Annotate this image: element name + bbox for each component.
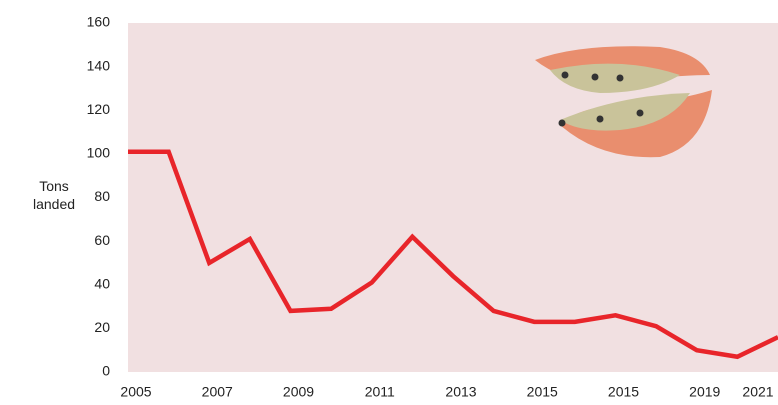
eye bbox=[591, 73, 599, 81]
y-tick-label: 0 bbox=[102, 363, 110, 379]
mantle-top bbox=[550, 63, 680, 93]
y-axis-title-box: Tons landed bbox=[32, 178, 76, 212]
y-tick-label: 60 bbox=[94, 232, 110, 248]
x-tick-label: 2021 bbox=[742, 384, 773, 400]
eye bbox=[616, 74, 624, 82]
y-tick-label: 100 bbox=[87, 145, 111, 161]
x-tick-label: 2007 bbox=[202, 384, 233, 400]
data-line bbox=[128, 149, 778, 360]
y-axis-title: Tons landed bbox=[32, 178, 76, 212]
y-tick-label: 20 bbox=[94, 319, 110, 335]
scallop-illustration bbox=[535, 46, 712, 158]
y-tick-label: 140 bbox=[87, 57, 111, 73]
eye bbox=[561, 71, 569, 79]
eye bbox=[558, 119, 566, 127]
eye bbox=[596, 115, 604, 123]
eye bbox=[636, 109, 644, 117]
x-tick-label: 2005 bbox=[120, 384, 151, 400]
x-tick-label: 2019 bbox=[689, 384, 720, 400]
y-tick-label: 80 bbox=[94, 188, 110, 204]
x-tick-label: 2013 bbox=[445, 384, 476, 400]
y-tick-label: 40 bbox=[94, 275, 110, 291]
x-tick-label: 2009 bbox=[283, 384, 314, 400]
plot-background bbox=[128, 23, 778, 372]
x-tick-label: 2011 bbox=[365, 384, 395, 400]
mantle-bottom bbox=[560, 93, 690, 131]
y-tick-label: 160 bbox=[87, 14, 111, 30]
x-tick-label: 2015 bbox=[527, 384, 558, 400]
y-tick-label: 120 bbox=[87, 101, 111, 117]
x-tick-label: 2015 bbox=[608, 384, 639, 400]
